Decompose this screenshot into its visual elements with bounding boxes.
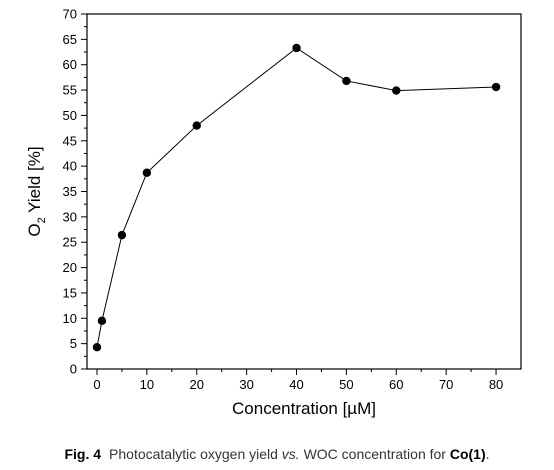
x-tick-label: 40 (289, 377, 303, 392)
x-tick-label: 0 (93, 377, 100, 392)
caption-figure-label: Fig. 4 (64, 446, 102, 462)
y-tick-label: 25 (63, 235, 77, 250)
y-tick-label: 65 (63, 32, 77, 47)
y-tick-label: 45 (63, 133, 77, 148)
figure-caption: Fig. 4 Photocatalytic oxygen yield vs. WO… (0, 446, 554, 462)
data-point (342, 76, 351, 86)
data-point (292, 43, 301, 53)
y-tick-label: 60 (63, 57, 77, 72)
x-tick-label: 80 (489, 377, 503, 392)
data-point (142, 168, 152, 177)
caption-end: . (485, 446, 490, 462)
caption-compound: Co(1) (449, 446, 486, 462)
plot-area: 0 10 20 30 40 50 60 70 80 0 5 10 15 20 25 30 35 40 45 50 55 6… (25, 7, 522, 418)
caption-text-start: Photocatalytic oxygen yield (109, 446, 282, 462)
series-line (96, 47, 497, 348)
x-axis-label: Concentration [µM] (232, 399, 376, 418)
data-point (192, 121, 201, 130)
y-axis-label: O2 Yield [%] (25, 146, 48, 236)
caption-text-italic: vs. (281, 446, 300, 462)
y-tick-label: 20 (63, 260, 77, 275)
x-tick-label: 60 (389, 377, 403, 392)
x-tick-label: 30 (239, 377, 253, 392)
x-tick-label: 10 (140, 377, 154, 392)
data-point (117, 230, 127, 240)
caption-text-middle: WOC concentration for (299, 446, 450, 462)
plot-frame (86, 13, 522, 370)
y-tick-label: 0 (70, 362, 77, 377)
y-tick-label: 10 (63, 311, 77, 326)
y-tick-label: 5 (70, 336, 77, 351)
y-tick-label: 70 (63, 7, 77, 22)
chart: 0 10 20 30 40 50 60 70 80 0 5 10 15 20 25 30 35 40 45 50 55 6… (25, 7, 522, 418)
x-tick-label: 70 (439, 377, 453, 392)
y-tick-label: 15 (63, 285, 77, 300)
y-tick-label: 55 (63, 83, 77, 98)
data-point (92, 342, 102, 352)
x-tick-label: 50 (339, 377, 353, 392)
x-tick-label: 20 (190, 377, 204, 392)
y-tick-label: 50 (63, 108, 77, 123)
data-point (491, 82, 501, 92)
y-tick-label: 40 (63, 159, 77, 174)
data-point (392, 86, 401, 95)
y-tick-label: 35 (63, 184, 77, 199)
data-point (97, 316, 107, 326)
y-tick-label: 30 (63, 209, 77, 224)
